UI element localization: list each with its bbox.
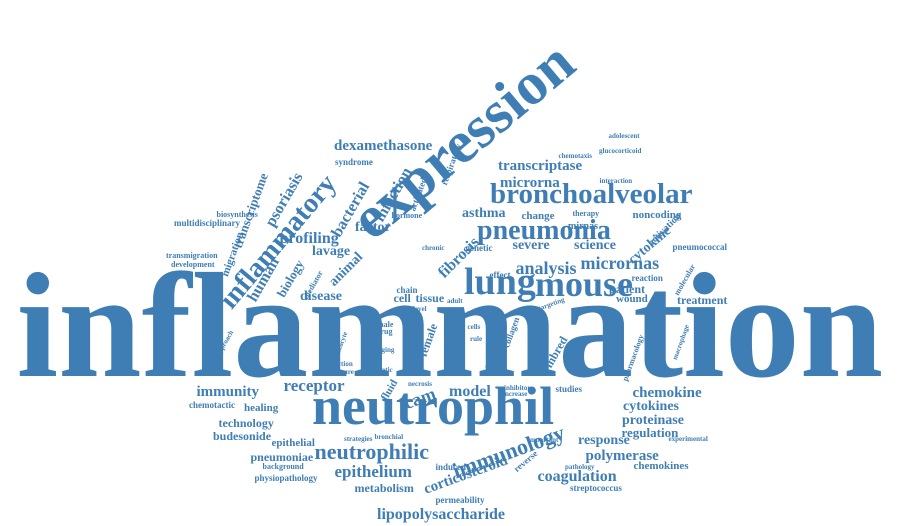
word-therapy: therapy (572, 209, 600, 218)
word-patient: patient (609, 282, 645, 296)
word-epithelial: epithelial (271, 436, 315, 449)
word-dexamethasone: dexamethasone (334, 137, 433, 154)
word-adult: adult (447, 296, 463, 305)
word-lavage: lavage (312, 244, 351, 259)
word-neutrophilic: neutrophilic (314, 439, 430, 464)
word-model: model (449, 383, 491, 400)
word-analysis: analysis (515, 258, 577, 278)
word-bronchial: bronchial (374, 432, 404, 441)
word-bronchoalveolar: bronchoalveolar (490, 177, 693, 210)
word-proteinase: proteinase (622, 413, 684, 428)
word-technology: technology (218, 416, 274, 430)
word-permeability: permeability (435, 494, 485, 505)
word-background: background (262, 462, 304, 471)
word-treatment: treatment (677, 293, 728, 307)
word-profiling: profiling (279, 230, 339, 247)
word-adolescent: adolescent (608, 131, 640, 140)
word-pneumoniae: pneumoniae (250, 450, 314, 464)
word-coagulation: coagulation (537, 468, 617, 485)
word-increase: increase (503, 389, 528, 398)
word-pneumococcal: pneumococcal (672, 241, 728, 252)
word-physiopathology: physiopathology (254, 472, 318, 483)
word-pneumonia: pneumonia (477, 215, 611, 246)
word-level: level (413, 304, 427, 313)
word-experimental: experimental (668, 434, 708, 443)
word-pressure: pressure (328, 367, 354, 376)
word-cell: cell (393, 291, 411, 305)
word-drug: drug (376, 327, 393, 336)
word-streptococcus: streptococcus (570, 482, 622, 493)
word-lipopolysaccharide: lipopolysaccharide (377, 506, 506, 523)
word-neutrophil: neutrophil (312, 376, 555, 436)
word-hormone: hormone (391, 211, 423, 220)
word-inflammation: inflammation (16, 243, 884, 409)
word-chemokine: chemokine (632, 384, 702, 401)
word-regulation: regulation (621, 424, 679, 440)
word-inhibitor: inhibitor (504, 383, 531, 392)
word-immunity: immunity (196, 383, 260, 400)
word-mouse: mouse (535, 264, 633, 304)
word-pathology: pathology (565, 462, 595, 471)
word-strategies: strategies (344, 434, 373, 443)
word-disease: disease (300, 289, 342, 304)
word-tissue: tissue (415, 291, 445, 305)
word-factor: factor (355, 220, 391, 235)
word-wound: wound (616, 292, 648, 305)
word-biosynthesis: biosynthesis (216, 210, 258, 219)
word-chemotaxis: chemotaxis (558, 151, 592, 160)
word-metabolism: metabolism (354, 481, 414, 495)
word-budesonide: budesonide (213, 429, 272, 443)
word-development: development (171, 260, 215, 269)
word-chemotactic: chemotactic (189, 399, 235, 410)
word-male: male (377, 320, 394, 329)
word-aging: aging (378, 345, 395, 354)
word-chronic: chronic (422, 243, 445, 252)
word-important: important (528, 435, 559, 444)
word-asthmatic: asthmatic (363, 365, 393, 374)
word-science: science (574, 238, 616, 253)
word-micrornas: micrornas (580, 253, 660, 273)
word-genetic: genetic (465, 242, 493, 253)
word-receptor: receptor (283, 375, 345, 395)
word-transcriptase: transcriptase (498, 157, 583, 174)
word-chemokines: chemokines (633, 459, 689, 472)
word-change: change (521, 209, 555, 222)
word-microrna: microrna (500, 174, 560, 191)
word-effect: effect (489, 269, 511, 280)
word-cytokines: cytokines (623, 399, 679, 414)
word-necrosis: necrosis (408, 379, 432, 388)
word-reaction: reaction (631, 272, 663, 283)
word-healing: healing (244, 401, 279, 414)
word-epithelium: epithelium (334, 461, 412, 481)
word-induced: induced (435, 461, 467, 472)
word-rule: rule (470, 334, 483, 343)
word-asthma: asthma (462, 206, 506, 221)
word-syndrome: syndrome (335, 156, 373, 167)
word-studies: studies (555, 383, 583, 394)
word-mirnas: mirnas (568, 221, 598, 232)
word-multidisciplinary: multidisciplinary (174, 217, 241, 228)
word-polymerase: polymerase (585, 447, 659, 464)
word-lung: lung (464, 261, 536, 303)
word-glucocorticoid: glucocorticoid (599, 146, 642, 155)
word-cells: cells (467, 322, 481, 331)
word-chain: chain (396, 284, 418, 295)
word-noncoding: noncoding (632, 208, 682, 221)
word-response: response (578, 433, 630, 448)
word-sepsis: sepsis (454, 309, 472, 318)
word-severe: severe (512, 238, 550, 253)
word-interaction: interaction (599, 176, 633, 185)
word-transmigration: transmigration (166, 251, 218, 260)
word-fraction: fraction (329, 359, 353, 368)
